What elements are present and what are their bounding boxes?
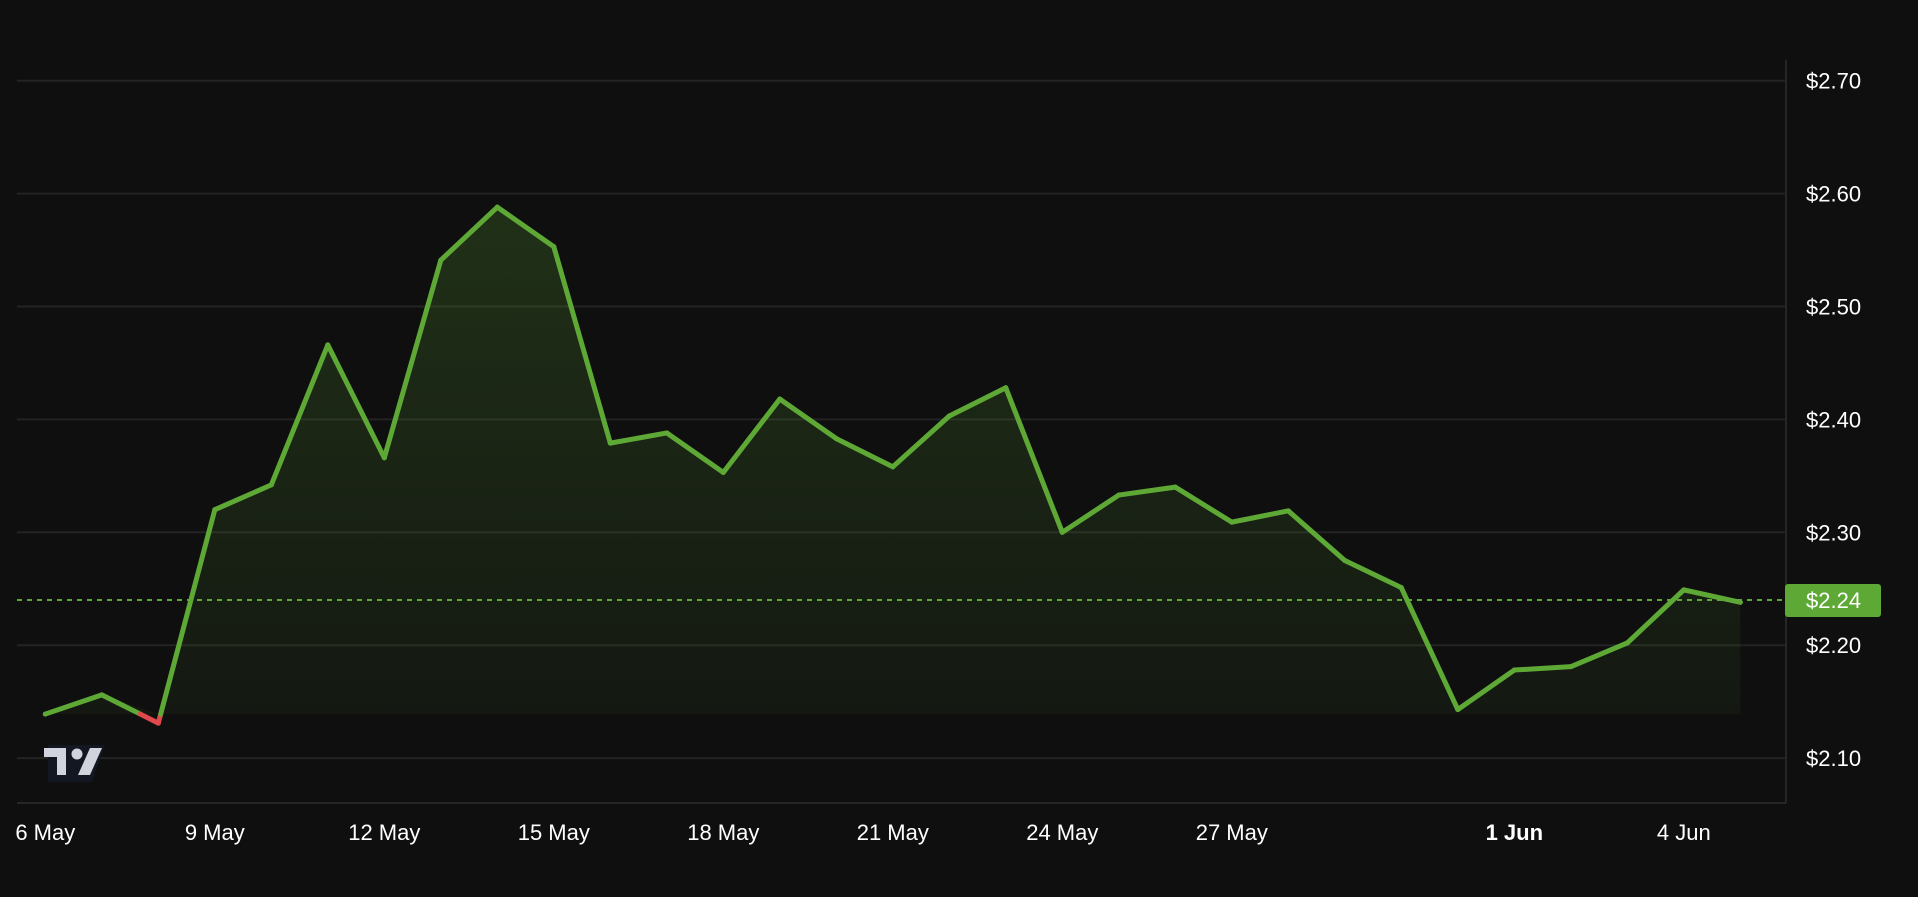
data-point <box>494 204 500 210</box>
tradingview-logo[interactable] <box>40 745 105 782</box>
line-segment <box>607 430 670 446</box>
data-point <box>720 469 726 475</box>
data-point <box>381 455 387 461</box>
line-segment <box>158 507 218 717</box>
data-point <box>1229 519 1235 525</box>
data-point <box>42 711 48 717</box>
x-tick-label: 9 May <box>185 820 245 845</box>
line-segment <box>1398 585 1461 713</box>
x-tick-label: 15 May <box>518 820 590 845</box>
data-point <box>155 720 161 726</box>
data-point <box>438 257 444 263</box>
line-segment <box>1003 385 1065 535</box>
data-point <box>325 342 331 348</box>
y-tick-label: $2.60 <box>1806 182 1861 207</box>
line-segment <box>1116 484 1178 498</box>
y-tick-label: $2.10 <box>1806 746 1861 771</box>
area-fill <box>45 207 1741 715</box>
data-point <box>1624 640 1630 646</box>
data-point <box>551 244 557 250</box>
data-point <box>777 396 783 402</box>
line-segment <box>1229 508 1291 525</box>
line-segment <box>1568 640 1630 670</box>
y-tick-label: $2.50 <box>1806 295 1861 320</box>
line-segment <box>664 430 726 475</box>
x-tick-label: 21 May <box>857 820 929 845</box>
line-segment <box>890 413 952 470</box>
line-segment <box>551 244 613 446</box>
data-point <box>946 413 952 419</box>
line-segment <box>777 396 839 442</box>
line-segment <box>1455 667 1517 713</box>
y-tick-label: $2.70 <box>1806 69 1861 94</box>
data-point <box>1511 667 1517 673</box>
line-segment <box>1285 508 1348 564</box>
line-segment <box>720 396 783 475</box>
data-point <box>99 692 105 698</box>
line-segment <box>1511 664 1574 673</box>
line-segment <box>99 692 143 717</box>
data-point <box>268 482 274 488</box>
y-tick-label: $2.20 <box>1806 633 1861 658</box>
data-point <box>1172 484 1178 490</box>
y-tick-label: $2.30 <box>1806 520 1861 545</box>
data-point <box>1681 587 1687 593</box>
x-tick-label: 18 May <box>687 820 759 845</box>
last-price-text: $2.24 <box>1806 588 1861 613</box>
line-segment <box>1342 558 1404 591</box>
line-segment <box>1172 484 1235 525</box>
data-point <box>1737 599 1743 605</box>
data-point <box>1342 558 1348 564</box>
plot-area <box>42 204 1743 726</box>
line-segment <box>137 711 161 726</box>
data-point <box>890 464 896 470</box>
line-segment <box>1624 587 1687 646</box>
line-segment <box>325 342 387 461</box>
data-point <box>607 440 613 446</box>
line-segment <box>268 342 331 488</box>
line-segment <box>381 257 444 461</box>
last-price-label: $2.24 <box>1785 584 1881 618</box>
line-segment <box>833 436 896 470</box>
data-point <box>664 430 670 436</box>
x-tick-label: 27 May <box>1196 820 1268 845</box>
line-segment <box>1059 492 1122 535</box>
data-point <box>1455 707 1461 713</box>
x-tick-label: 24 May <box>1026 820 1098 845</box>
line-segment <box>494 204 557 250</box>
data-point <box>212 507 218 513</box>
x-tick-label: 1 Jun <box>1486 820 1543 845</box>
x-axis[interactable]: 6 May 9 May 12 May 15 May 18 May 21 May 24 May… <box>15 820 1710 845</box>
x-tick-label: 4 Jun <box>1657 820 1711 845</box>
y-axis[interactable]: $2.10 $2.20 $2.30 $2.40 $2.50 $2.60 $2.70 <box>1806 69 1861 771</box>
logo-mark <box>44 748 66 775</box>
data-point <box>1285 508 1291 514</box>
line-segment <box>438 204 500 263</box>
line-segment <box>42 692 105 717</box>
line-segment <box>946 385 1009 419</box>
data-point <box>1003 385 1009 391</box>
x-tick-label: 12 May <box>348 820 420 845</box>
last-price-badge <box>1785 584 1881 618</box>
line-segment <box>1681 587 1743 605</box>
y-tick-label: $2.40 <box>1806 407 1861 432</box>
x-tick-label: 6 May <box>15 820 75 845</box>
data-point <box>833 436 839 442</box>
data-point <box>1116 492 1122 498</box>
data-point <box>1568 664 1574 670</box>
data-point <box>1398 585 1404 591</box>
line-segment <box>212 482 274 513</box>
data-point <box>1059 529 1065 535</box>
